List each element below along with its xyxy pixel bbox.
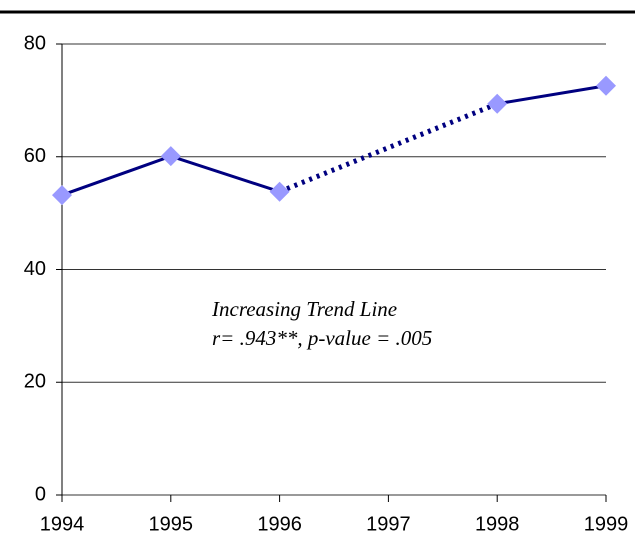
x-tick-label: 1999	[584, 513, 629, 535]
y-tick-label: 20	[24, 371, 46, 393]
annotation: Increasing Trend Line	[211, 297, 397, 321]
marker	[596, 75, 616, 96]
x-tick-label: 1998	[475, 513, 520, 535]
marker	[52, 185, 72, 206]
marker	[160, 146, 181, 167]
annotation: r= .943**, p-value = .005	[212, 326, 432, 350]
x-tick-label: 1996	[257, 513, 302, 535]
marker	[487, 93, 508, 114]
x-tick-label: 1994	[40, 513, 85, 535]
y-tick-label: 80	[24, 32, 46, 54]
line	[61, 84, 607, 197]
marker	[269, 181, 290, 202]
x-tick-label: 1995	[149, 513, 194, 535]
y-tick-label: 40	[24, 258, 46, 280]
y-tick-label: 60	[24, 145, 46, 167]
gap-bridge	[278, 101, 499, 195]
y-tick-label: 0	[35, 483, 46, 505]
x-tick-label: 1997	[366, 513, 411, 535]
